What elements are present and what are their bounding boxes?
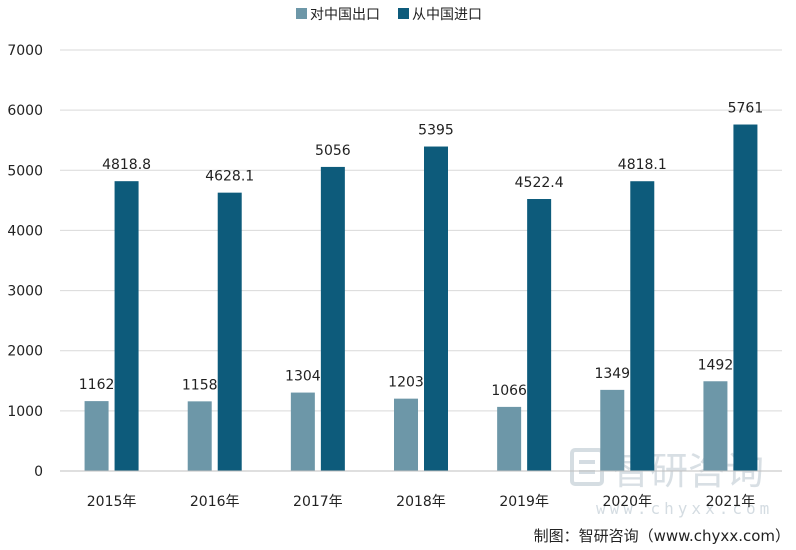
bar-import bbox=[320, 166, 345, 471]
y-tick-label: 4000 bbox=[7, 223, 43, 239]
x-tick-label: 2017年 bbox=[293, 494, 343, 510]
data-label: 1304 bbox=[285, 369, 321, 385]
bar-export bbox=[290, 392, 315, 471]
x-tick-label: 2018年 bbox=[396, 494, 446, 510]
legend-swatch bbox=[398, 8, 409, 19]
y-axis-ticks: 0 1000 2000 3000 4000 5000 6000 7000 bbox=[7, 43, 43, 480]
watermark-logo-icon bbox=[570, 448, 604, 486]
bar-export bbox=[497, 406, 522, 471]
bar-export bbox=[703, 381, 728, 471]
y-tick-label: 0 bbox=[34, 464, 43, 480]
bar-export bbox=[394, 398, 418, 471]
x-tick-label: 2021年 bbox=[706, 494, 756, 510]
data-label: 5395 bbox=[418, 123, 454, 139]
bar-import bbox=[527, 199, 552, 471]
data-label: 1203 bbox=[388, 375, 424, 391]
bar-export bbox=[84, 401, 109, 471]
data-label: 1066 bbox=[491, 383, 527, 399]
data-labels: 1162 4818.8 1158 4628.1 1304 5056 1203 5395 1066… bbox=[79, 101, 763, 399]
watermark-url: www.chyxx.com bbox=[596, 499, 773, 518]
bars bbox=[84, 124, 758, 472]
bar-import bbox=[114, 181, 139, 471]
data-label: 5056 bbox=[315, 143, 351, 159]
x-tick-label: 2015年 bbox=[87, 494, 137, 510]
x-tick-label: 2019年 bbox=[499, 494, 549, 510]
x-axis-ticks: 2015年 2016年 2017年 2018年 2019年 2020年 2021年 bbox=[87, 494, 755, 510]
data-label: 1349 bbox=[594, 366, 630, 382]
y-tick-label: 3000 bbox=[7, 284, 43, 300]
data-label: 1158 bbox=[182, 377, 218, 393]
legend-label: 对中国出口 bbox=[310, 7, 380, 23]
x-tick-label: 2020年 bbox=[602, 494, 652, 510]
bar-import bbox=[217, 192, 242, 472]
data-label: 1162 bbox=[79, 377, 115, 393]
data-label: 4628.1 bbox=[205, 169, 254, 185]
data-label: 4522.4 bbox=[515, 175, 564, 191]
bar-export bbox=[600, 389, 625, 471]
bar-export bbox=[187, 401, 212, 471]
data-label: 4818.8 bbox=[102, 157, 151, 173]
y-tick-label: 6000 bbox=[7, 103, 43, 119]
gridlines bbox=[60, 49, 782, 412]
source-note: 制图：智研咨询（www.chyxx.com） bbox=[533, 527, 790, 545]
legend-swatch bbox=[296, 8, 307, 19]
data-label: 1492 bbox=[698, 357, 734, 373]
bar-import bbox=[424, 146, 448, 471]
y-tick-label: 1000 bbox=[7, 404, 43, 420]
bar-import bbox=[733, 124, 758, 471]
y-tick-label: 7000 bbox=[7, 43, 43, 59]
data-label: 5761 bbox=[728, 101, 764, 117]
bar-import bbox=[630, 181, 655, 471]
y-tick-label: 5000 bbox=[7, 163, 43, 179]
legend-label: 从中国进口 bbox=[412, 7, 482, 23]
data-label: 4818.1 bbox=[618, 157, 667, 173]
legend: 对中国出口 从中国进口 bbox=[296, 7, 482, 23]
y-tick-label: 2000 bbox=[7, 344, 43, 360]
x-tick-label: 2016年 bbox=[190, 494, 240, 510]
